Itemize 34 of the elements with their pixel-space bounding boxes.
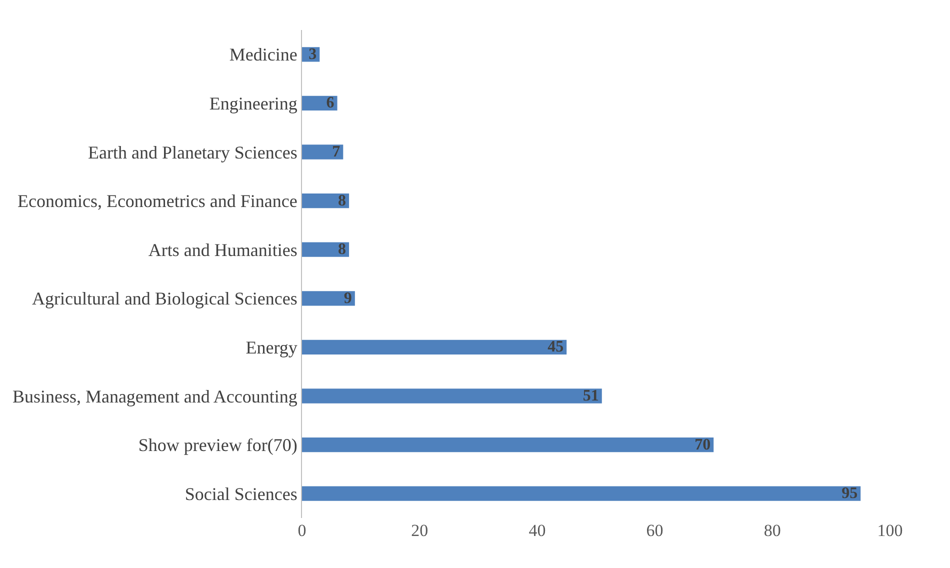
y-tick-label: Earth and Planetary Sciences [88, 142, 298, 162]
bar [302, 437, 714, 452]
x-tick-label: 20 [411, 521, 428, 540]
y-tick-label: Business, Management and Accounting [12, 386, 298, 406]
data-label: 45 [548, 338, 564, 356]
x-tick-label: 40 [528, 521, 546, 540]
x-tick-label: 100 [877, 521, 903, 540]
bar [302, 486, 861, 501]
y-tick-label: Medicine [229, 44, 298, 65]
bar [302, 144, 344, 160]
data-label: 7 [332, 144, 340, 160]
y-tick-label: Agricultural and Biological Sciences [32, 288, 298, 309]
y-tick-label: Show preview for(70) [138, 435, 298, 456]
data-label: 3 [308, 46, 317, 63]
bar [302, 193, 350, 208]
data-label: 95 [842, 485, 858, 502]
bar [302, 291, 355, 306]
x-tick-label: 0 [298, 521, 306, 540]
data-label: 8 [338, 192, 346, 210]
data-label: 70 [694, 436, 711, 454]
data-label: 8 [338, 241, 346, 258]
y-tick-label: Energy [246, 338, 298, 358]
y-tick-label: Arts and Humanities [148, 240, 298, 260]
y-tick-label: Social Sciences [184, 484, 298, 504]
bar [302, 340, 567, 355]
x-tick-label: 60 [646, 521, 664, 540]
bar [302, 242, 350, 257]
data-label: 6 [326, 94, 334, 112]
y-tick-label: Engineering [209, 94, 298, 114]
data-label: 9 [344, 290, 352, 307]
bar [302, 388, 602, 404]
data-label: 51 [582, 388, 599, 404]
x-tick-label: 80 [764, 521, 781, 540]
y-tick-label: Economics, Econometrics and Finance [17, 191, 298, 212]
